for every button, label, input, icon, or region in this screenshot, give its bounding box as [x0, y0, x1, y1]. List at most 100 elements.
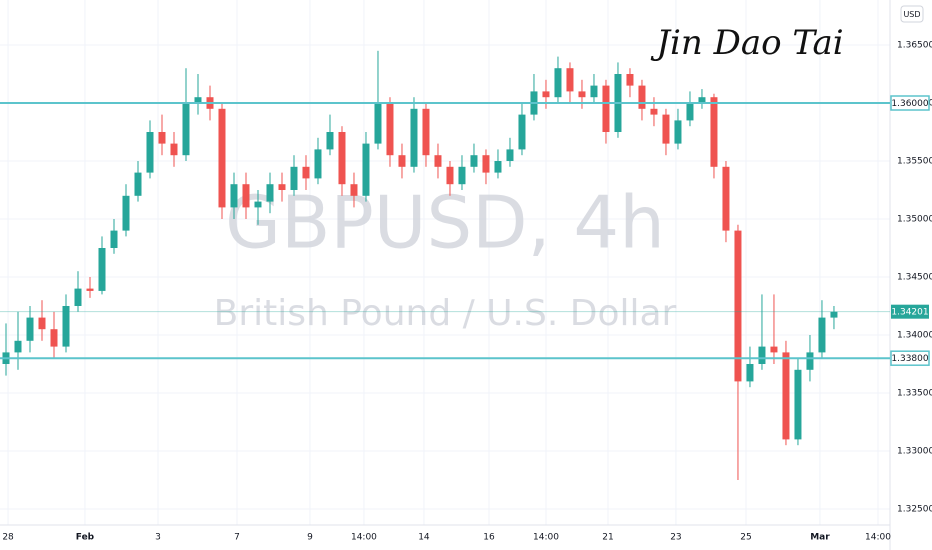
candle-body [158, 132, 166, 144]
candle-body [602, 85, 610, 133]
candle-body [314, 149, 322, 179]
currency[interactable]: USD [903, 10, 920, 19]
currency-box[interactable] [900, 5, 924, 23]
x-tick-label: 21 [602, 533, 613, 543]
y-tick-label: 1.32500 [897, 504, 932, 514]
candle-body [542, 91, 550, 98]
x-tick-label: 23 [670, 533, 681, 543]
candle-body [290, 166, 298, 191]
candle-body [98, 248, 106, 291]
y-tick-label: 1.33500 [897, 388, 932, 398]
candle-body [74, 288, 82, 306]
candle-body [566, 68, 574, 92]
signature: Jin Dao Tai [650, 23, 843, 63]
candle-body [698, 97, 706, 104]
candle-body [506, 149, 514, 162]
candle-body [26, 317, 34, 341]
candle-body [326, 132, 334, 150]
candle-body [554, 68, 562, 98]
x-tick-label: 9 [307, 533, 313, 543]
y-tick-label: 1.36500 [897, 41, 932, 51]
candle-body [782, 352, 790, 440]
level-label: 1.36000 [891, 99, 928, 109]
candle-body [410, 108, 418, 167]
candle-body [350, 184, 358, 196]
candle-body [470, 155, 478, 167]
y-tick-label: 1.34000 [897, 330, 932, 340]
candle-body [794, 369, 802, 440]
candle-body [626, 74, 634, 86]
candle-body [338, 132, 346, 185]
grid [0, 0, 890, 525]
last-price-label: 1.34201 [891, 308, 928, 318]
candle-body [578, 91, 586, 98]
candle-body [686, 103, 694, 121]
candle-body [230, 184, 238, 208]
x-tick-label: 25 [740, 533, 751, 543]
candle-body [362, 143, 370, 196]
candle-body [710, 97, 718, 167]
candle-body [122, 195, 130, 231]
candle-body [386, 103, 394, 156]
candle-body [398, 155, 406, 167]
candle-body [242, 184, 250, 208]
candle-body [182, 103, 190, 156]
candle-body [266, 184, 274, 202]
candle-body [278, 184, 286, 191]
watermark-title: GBPUSD, 4h [225, 181, 665, 265]
candle-body [374, 103, 382, 144]
last-price-box [891, 304, 929, 319]
candle-body [638, 85, 646, 109]
x-tick-label: 14:00 [351, 533, 377, 543]
y-tick-label: 1.34500 [897, 272, 932, 282]
candle-body [482, 155, 490, 173]
x-tick-label: Feb [76, 533, 95, 543]
candle-body [146, 132, 154, 173]
candle-body [14, 340, 22, 353]
watermark-subtitle: British Pound / U.S. Dollar [214, 293, 677, 334]
candle-body [458, 166, 466, 185]
candle-body [674, 120, 682, 144]
x-tick-label: 16 [483, 533, 495, 543]
candle-body [62, 305, 70, 347]
candle-body [254, 201, 262, 208]
candle-body [818, 317, 826, 353]
candle-body [50, 329, 58, 347]
candle-body [758, 346, 766, 364]
level-label-box [890, 95, 930, 111]
x-tick-label: Mar [810, 533, 830, 543]
candle-body [590, 85, 598, 98]
x-tick-label: 28 [2, 533, 14, 543]
x-tick-label: 14:00 [533, 533, 559, 543]
candle-body [134, 172, 142, 196]
x-tick-label: 14 [418, 533, 430, 543]
candle-body [110, 230, 118, 249]
candle-body [218, 108, 226, 208]
x-tick-label: 7 [234, 533, 240, 543]
level-label-box [890, 350, 930, 366]
candle-body [194, 97, 202, 104]
candle-body [434, 155, 442, 167]
candle-body [302, 166, 310, 179]
candle-body [86, 288, 94, 291]
candle-body [446, 166, 454, 185]
x-tick-label: 14:00 [865, 533, 891, 543]
y-tick-label: 1.33000 [897, 446, 932, 456]
candle-body [746, 363, 754, 382]
candle-body [518, 114, 526, 150]
candle-body [650, 108, 658, 115]
candle-body [830, 311, 838, 318]
candle-body [806, 352, 814, 370]
y-tick-label: 1.35000 [897, 215, 932, 225]
level-label: 1.33800 [891, 354, 928, 364]
x-tick-label: 3 [155, 533, 161, 543]
candle-body [170, 143, 178, 156]
candle-body [422, 108, 430, 156]
candle-body [38, 317, 46, 330]
candle-body [662, 114, 670, 144]
candle-body [494, 161, 502, 173]
y-tick-label: 1.35500 [897, 157, 932, 167]
candle-body [734, 230, 742, 382]
